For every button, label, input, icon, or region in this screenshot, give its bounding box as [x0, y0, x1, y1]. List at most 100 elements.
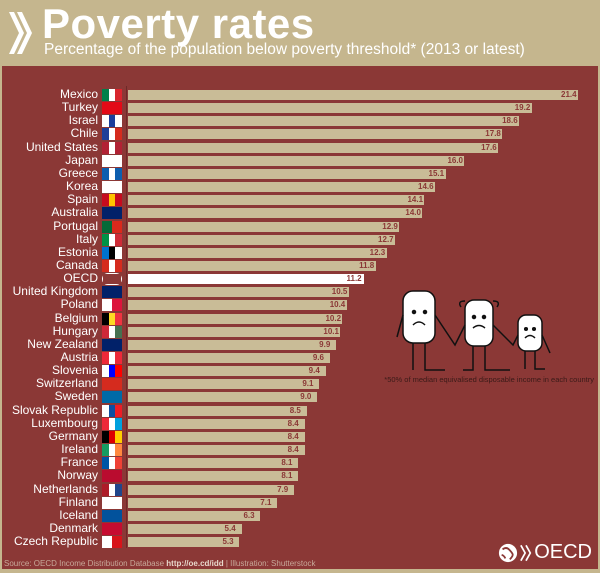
data-label: 7.1 — [260, 497, 272, 507]
flag-icon — [102, 417, 123, 430]
bar-row: Korea 14.6 — [0, 180, 590, 194]
bar-row: Switzerland 9.1 — [0, 376, 590, 391]
bar — [128, 379, 320, 390]
bar-row: Czech Republic 5.3 — [0, 534, 590, 549]
bar-row: Norway 8.1 — [0, 469, 590, 483]
bar-row: Mexico 21.4 — [0, 88, 590, 101]
flag-icon — [102, 194, 123, 207]
data-label: 18.6 — [502, 116, 518, 126]
bar — [128, 471, 299, 482]
bar-row: Germany 8.4 — [0, 429, 590, 443]
data-label: 9.4 — [308, 366, 320, 376]
flag-icon — [102, 509, 122, 522]
bar-row: Belgium 10.2 — [0, 311, 590, 325]
category-label: Denmark — [49, 520, 98, 535]
flag-icon — [102, 299, 122, 312]
source-link[interactable]: http://oe.cd/idd — [166, 559, 224, 568]
data-label: 10.5 — [331, 287, 348, 297]
flag-icon — [102, 444, 123, 457]
footnote-text: 50% of median equivalised disposable inc… — [387, 375, 594, 384]
flag-icon — [102, 470, 122, 483]
category-label: Japan — [65, 152, 98, 167]
bar — [128, 182, 435, 193]
data-label: 10.4 — [329, 300, 346, 310]
source-text: Source: OECD Income Distribution Databas… — [4, 559, 167, 568]
bar-row: Poland 10.4 — [0, 297, 590, 312]
category-label: Turkey — [61, 100, 98, 115]
bar-row: Portugal 12.9 — [0, 219, 590, 233]
flag-icon — [102, 115, 123, 128]
data-label: 8.4 — [287, 431, 299, 441]
bar-row: Israel 18.6 — [0, 114, 590, 128]
flag-icon — [102, 522, 122, 535]
data-label: 8.4 — [287, 445, 299, 455]
footnote: *50% of median equivalised disposable in… — [384, 375, 594, 384]
bar-row: Denmark 5.4 — [0, 520, 590, 535]
category-label: Hungary — [52, 323, 98, 338]
category-label: Sweden — [54, 389, 98, 404]
bar-row: Greece 15.1 — [0, 165, 590, 180]
flag-icon — [102, 89, 123, 101]
flag-icon — [102, 536, 122, 549]
category-label: Poland — [60, 297, 98, 312]
category-label: United States — [25, 139, 98, 154]
bar — [128, 195, 425, 206]
data-label: 7.9 — [277, 484, 289, 494]
bar — [128, 142, 499, 153]
page-title: Poverty rates — [42, 0, 315, 47]
bar-row: OECD 11.2 — [0, 271, 590, 286]
page-subtitle: Percentage of the population below pover… — [44, 41, 525, 58]
category-label: Mexico — [59, 87, 98, 101]
category-label: OECD — [63, 271, 98, 286]
category-label: France — [60, 455, 98, 470]
flag-icon — [102, 220, 122, 233]
bar-row: Australia 14.0 — [0, 206, 590, 220]
bar-row: Turkey 19.2 — [0, 100, 590, 115]
flag-icon — [102, 404, 123, 417]
flag-icon — [102, 352, 123, 364]
category-label: Estonia — [57, 244, 98, 259]
flag-icon — [102, 457, 123, 470]
category-label: Czech Republic — [13, 534, 98, 549]
data-label: 17.6 — [481, 142, 497, 152]
flag-icon — [102, 286, 122, 299]
flag-icon — [102, 430, 123, 443]
flag-icon — [102, 483, 123, 496]
category-label: Greece — [58, 165, 98, 180]
bar — [128, 418, 305, 429]
bar — [128, 287, 349, 298]
bar — [128, 168, 446, 179]
globe-icon — [499, 543, 518, 562]
bar-row: Estonia 12.3 — [0, 244, 590, 259]
bar — [128, 431, 305, 442]
flag-icon — [102, 246, 123, 259]
data-label: 9.1 — [302, 379, 314, 389]
bar-row: Ireland 8.4 — [0, 442, 590, 457]
category-label: Switzerland — [35, 376, 98, 391]
data-label: 10.1 — [323, 326, 339, 336]
bar — [128, 274, 364, 285]
category-label: Spain — [67, 192, 98, 207]
bar-row: Netherlands 7.9 — [0, 482, 590, 496]
data-label: 16.0 — [447, 155, 464, 165]
bar — [128, 366, 326, 377]
data-label: 5.3 — [222, 537, 234, 547]
data-label: 17.8 — [485, 129, 501, 139]
data-label: 9.6 — [312, 353, 324, 362]
bar — [128, 339, 337, 350]
flag-icon — [102, 259, 123, 272]
flag-icon — [102, 154, 122, 167]
data-label: 9.0 — [300, 392, 312, 402]
bar — [128, 510, 261, 521]
flag-icon — [102, 128, 123, 141]
category-label: Austria — [60, 350, 98, 364]
data-label: 8.1 — [281, 458, 293, 468]
category-label: Ireland — [61, 442, 98, 457]
flag-icon — [102, 207, 122, 220]
data-label: 14.0 — [405, 208, 421, 218]
data-label: 12.3 — [369, 247, 386, 257]
flag-icon — [102, 167, 123, 180]
bar-row: Austria 9.6 — [0, 351, 590, 364]
bar — [128, 537, 240, 548]
bar — [128, 221, 400, 232]
